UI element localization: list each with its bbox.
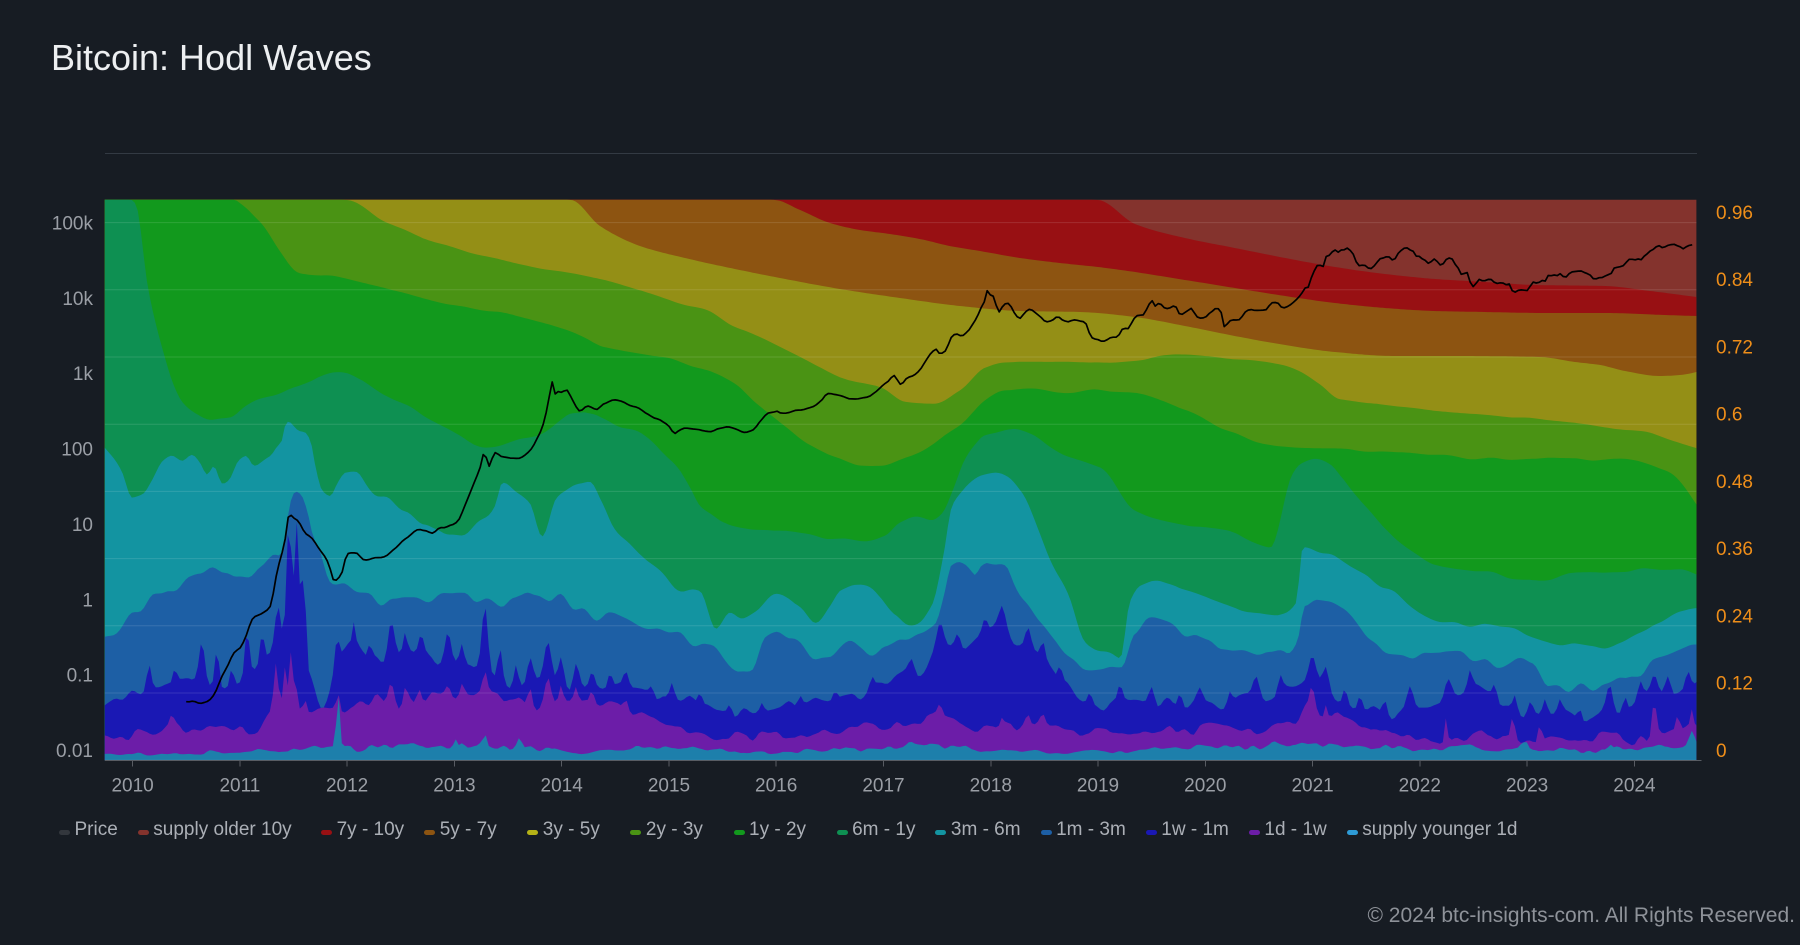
svg-text:0.96: 0.96: [1716, 203, 1753, 224]
svg-text:0.36: 0.36: [1716, 539, 1753, 560]
svg-text:2010: 2010: [111, 776, 153, 797]
svg-text:100: 100: [61, 440, 93, 461]
svg-text:2022: 2022: [1399, 776, 1441, 797]
svg-text:2014: 2014: [541, 776, 584, 797]
svg-text:10: 10: [72, 515, 93, 536]
svg-text:0: 0: [1716, 741, 1727, 762]
svg-text:10k: 10k: [62, 289, 93, 310]
svg-text:2017: 2017: [862, 776, 904, 797]
svg-text:0.72: 0.72: [1716, 337, 1753, 358]
svg-text:2023: 2023: [1506, 776, 1548, 797]
svg-text:2020: 2020: [1184, 776, 1226, 797]
svg-text:2016: 2016: [755, 776, 797, 797]
svg-text:0.24: 0.24: [1716, 606, 1753, 627]
svg-text:0.01: 0.01: [56, 741, 93, 762]
svg-text:2015: 2015: [648, 776, 690, 797]
svg-text:2013: 2013: [433, 776, 475, 797]
svg-text:2018: 2018: [970, 776, 1012, 797]
svg-text:1: 1: [82, 590, 93, 611]
svg-text:0.1: 0.1: [67, 666, 93, 687]
svg-text:2021: 2021: [1291, 776, 1333, 797]
svg-text:0.12: 0.12: [1716, 674, 1753, 695]
svg-text:0.6: 0.6: [1716, 405, 1742, 426]
svg-text:100k: 100k: [52, 214, 94, 235]
svg-text:2011: 2011: [219, 776, 260, 797]
svg-text:2019: 2019: [1077, 776, 1119, 797]
svg-text:1k: 1k: [73, 364, 94, 385]
svg-text:2012: 2012: [326, 776, 368, 797]
svg-text:2024: 2024: [1613, 776, 1656, 797]
svg-text:0.84: 0.84: [1716, 270, 1753, 291]
svg-text:0.48: 0.48: [1716, 472, 1753, 493]
